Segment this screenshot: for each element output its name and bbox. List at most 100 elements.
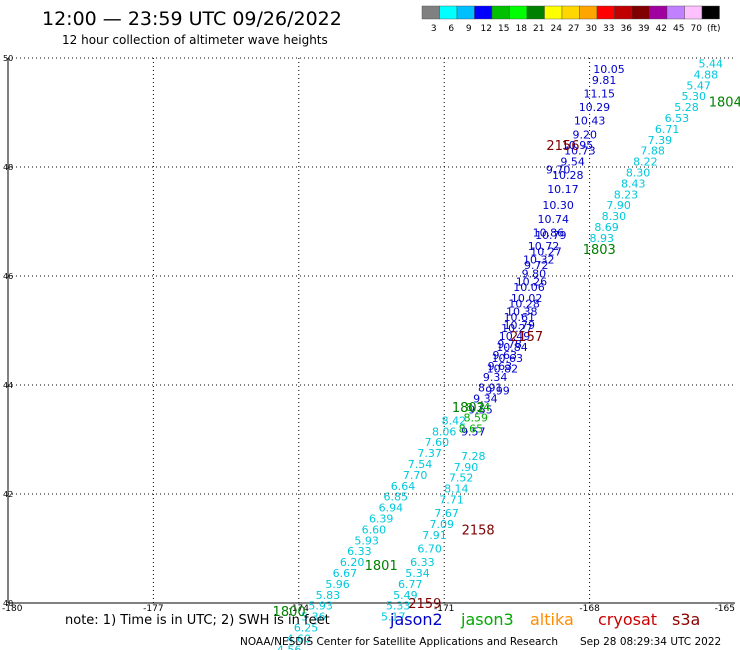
color-scale-label: 45 [673,24,684,34]
wave-height-value: 10.02 [511,292,543,305]
wave-height-value: 10.26 [516,275,548,288]
y-tick-label: 46 [3,272,13,281]
wave-height-value: 8.93 [589,232,614,245]
x-tick-label: -168 [579,604,600,614]
wave-height-value: 9.99 [485,384,510,397]
wave-height-value: 7.37 [417,447,442,460]
legend-entry-jason2: jason2 [389,610,443,629]
wave-height-value: 7.70 [403,469,428,482]
wave-height-value: 10.72 [528,240,560,253]
wave-height-value: 8.65 [459,423,484,436]
grid-lines [8,57,735,603]
wave-height-value: 7.90 [606,199,631,212]
wave-height-value: 6.33 [347,545,372,558]
wave-height-value: 5.30 [682,90,707,103]
wave-height-value: 8.06 [432,425,457,438]
color-swatch [579,5,598,20]
wave-height-value: 10.29 [579,101,611,114]
wave-height-value: 6.33 [410,556,435,569]
wave-height-value: 9.54 [560,156,585,169]
x-tick-label: -171 [434,604,454,614]
wave-height-value: 7.88 [640,145,665,158]
wave-height-value: 7.90 [454,461,479,474]
color-scale-label: 30 [586,24,598,34]
x-tick-labels: -180 -177 -174 -171 -168 -165 [2,604,735,614]
wave-height-value: 8.59 [463,412,488,425]
color-swatch [509,5,528,20]
wave-height-value: 10.28 [552,169,584,182]
chart-subtitle: 12 hour collection of altimeter wave hei… [62,33,328,47]
chart-title: 12:00 — 23:59 UTC 09/26/2022 [42,8,342,30]
wave-height-value: 6.94 [379,502,404,515]
y-tick-label: 50 [3,54,13,63]
wave-height-value: 5.34 [405,567,430,580]
wave-height-value: 10.38 [506,305,538,318]
color-swatch [684,5,703,20]
wave-height-value: 9.81 [592,74,617,87]
color-swatch [526,5,545,20]
wave-height-value: 6.60 [362,523,387,536]
wave-height-value: 10.43 [574,115,606,128]
color-swatch [421,5,440,20]
wave-height-value: 10.86 [533,226,565,239]
wave-height-value: 5.17 [381,611,406,624]
wave-height-value: 10.27 [530,245,562,258]
wave-height-value: 10.84 [496,341,528,354]
wave-height-value: 10.73 [564,145,596,158]
wave-height-value: 7.91 [422,529,447,542]
legend-entry-altika: altika [530,610,574,629]
wave-height-value: 9.72 [524,259,549,272]
y-tick-label: 42 [3,490,13,499]
wave-height-value: 4.88 [694,68,719,81]
legend-entry-cryosat: cryosat [598,610,657,629]
wave-height-value: 5.47 [686,79,711,92]
wave-height-value: 6.71 [655,123,680,136]
wave-height-value: 7.60 [425,436,450,449]
wave-height-value: 8.69 [594,221,619,234]
wave-height-value: 8.34 [466,401,491,414]
wave-height-value: 9.55 [468,404,493,417]
color-scale-label: 6 [448,24,454,34]
wave-height-value: 7.52 [449,472,474,485]
color-scale-label: 12 [481,24,492,34]
x-tick-label: -180 [2,604,23,614]
color-scale-label: (ft) [707,24,721,34]
color-scale-label: 42 [656,24,667,34]
wave-height-value: 4.60 [287,632,312,645]
wave-height-value: 6.67 [333,567,358,580]
wave-height-value: 6.39 [369,513,394,526]
wave-height-value: 6.20 [340,556,365,569]
wave-height-value: 7.71 [439,493,464,506]
wave-height-value: 10.79 [504,319,536,332]
wave-height-value: 10.49 [499,330,531,343]
color-scale-label: 36 [621,24,633,34]
wave-height-value: 8.30 [626,166,651,179]
y-tick-labels: 40 42 44 46 48 50 [3,54,13,608]
wave-height-value: 9.63 [488,360,513,373]
x-tick-label: -177 [143,604,163,614]
color-swatch [596,5,615,20]
footer-timestamp: Sep 28 08:29:34 UTC 2022 [580,636,721,648]
wave-height-value: 10.61 [504,311,536,324]
wave-height-value: 7.39 [648,134,673,147]
wave-height-value: 6.25 [294,622,319,635]
color-scale-label: 27 [568,24,579,34]
x-tick-label: -165 [715,604,735,614]
color-swatch [456,5,475,20]
wave-height-value: 9.34 [473,393,498,406]
wave-height-value: 5.33 [386,600,411,613]
color-swatch [666,5,685,20]
wave-height-value: 11.15 [584,87,616,100]
color-swatch [631,5,650,20]
wave-height-value: 10.79 [535,229,567,242]
wave-height-value: 8.14 [444,483,469,496]
wave-height-value: 10.74 [538,213,570,226]
wave-height-value: 6.85 [383,491,408,504]
wave-height-value: 9.34 [483,371,508,384]
color-scale-label: 9 [466,24,472,34]
color-scale-label: 15 [498,24,509,34]
color-swatch [649,5,668,20]
pass-time-label: 1802 [452,401,485,416]
pass-time-label: 1803 [583,243,616,258]
